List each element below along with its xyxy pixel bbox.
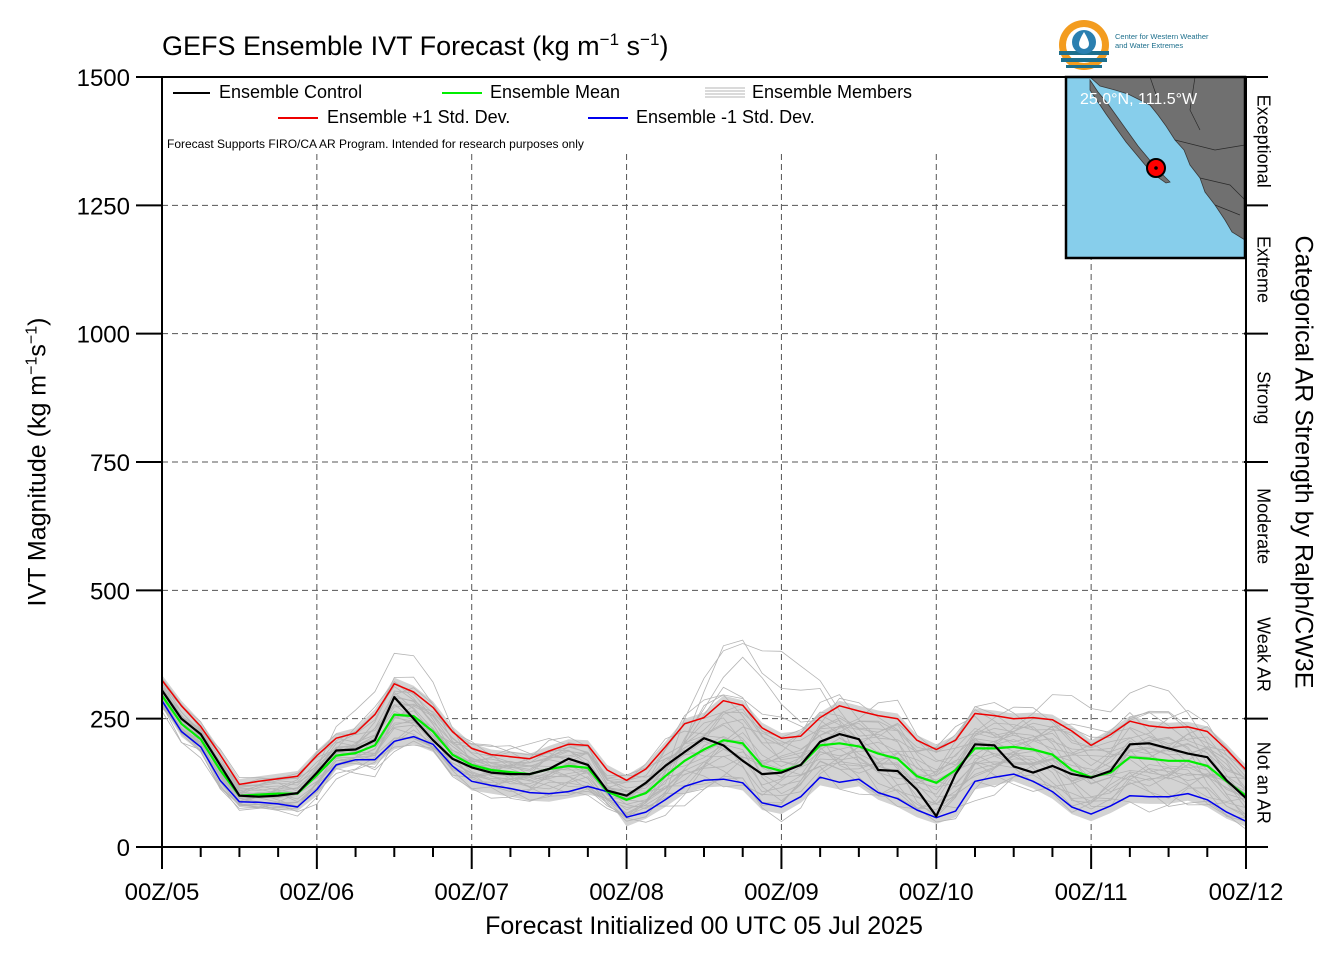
category-label: Weak AR xyxy=(1253,617,1273,692)
category-label: Strong xyxy=(1253,371,1273,424)
plus-sd-line xyxy=(162,679,1246,786)
y-tick-label: 1000 xyxy=(77,322,130,349)
inset-state-borders xyxy=(1149,76,1246,216)
legend-members-label: Ensemble Members xyxy=(752,82,913,102)
y-tick-label: 500 xyxy=(90,578,130,605)
ensemble-member-line xyxy=(162,696,1246,810)
x-tick-label: 00Z/05 xyxy=(125,879,200,906)
inset-land-peninsula xyxy=(1089,78,1171,184)
category-label: Not an AR xyxy=(1253,742,1273,824)
ensemble-member-line xyxy=(162,682,1246,786)
ensemble-member-line xyxy=(162,696,1246,799)
category-labels: Not an AR Weak AR Moderate Strong Extreme Exc… xyxy=(1253,95,1273,824)
legend-swatches xyxy=(173,87,745,119)
location-inset-map xyxy=(1064,75,1247,260)
category-label: Exceptional xyxy=(1253,95,1273,188)
x-tick-label: 00Z/08 xyxy=(589,879,664,906)
x-tick-label: 00Z/11 xyxy=(1055,879,1128,906)
cw3e-logo: Center for Western Weather and Water Extr… xyxy=(1058,18,1248,72)
x-axis-label: Forecast Initialized 00 UTC 05 Jul 2025 xyxy=(485,912,923,940)
y-tick-label: 250 xyxy=(90,707,130,734)
category-label: Extreme xyxy=(1253,236,1273,303)
ensemble-member-line xyxy=(162,691,1246,800)
axes: 0 250 500 750 1000 1250 1500 00Z/05 00Z/06 00Z/07… xyxy=(77,65,1284,906)
right-axis-label: Categorical AR Strength by Ralph/CW3E xyxy=(1289,235,1318,689)
ensemble-member-line xyxy=(162,677,1246,792)
ensemble-member-line xyxy=(162,652,1246,795)
chart-title: GEFS Ensemble IVT Forecast (kg m−1 s−1) xyxy=(162,30,669,61)
x-tick-label: 00Z/07 xyxy=(434,879,509,906)
x-tick-label: 00Z/12 xyxy=(1209,879,1284,906)
grid-lines xyxy=(162,154,1246,847)
y-tick-label: 0 xyxy=(117,835,130,862)
inset-location-label: 25.0°N, 111.5°W xyxy=(1080,91,1198,108)
y-axis-label: IVT Magnitude (kg m−1s−1) xyxy=(23,317,52,607)
ensemble-member-line xyxy=(162,643,1246,794)
y-tick-label: 750 xyxy=(90,450,130,477)
ensemble-control-line xyxy=(162,689,1246,818)
ensemble-member-line xyxy=(162,639,1246,799)
ensemble-mean-line xyxy=(162,694,1246,801)
ensemble-member-line xyxy=(162,687,1246,782)
logo-text-line2: and Water Extremes xyxy=(1115,41,1184,50)
legend-plus-sd-label: Ensemble +1 Std. Dev. xyxy=(327,107,511,127)
ensemble-member-line xyxy=(162,707,1246,830)
ensemble-member-line xyxy=(162,693,1246,801)
inset-land-mainland xyxy=(1088,76,1246,241)
disclaimer-note: Forecast Supports FIRO/CA AR Program. In… xyxy=(167,137,584,151)
y-tick-label: 1250 xyxy=(77,193,130,220)
y-tick-label: 1500 xyxy=(77,65,130,92)
legend-mean-label: Ensemble Mean xyxy=(490,82,621,102)
ensemble-member-line xyxy=(162,681,1246,815)
minus-sd-line xyxy=(162,700,1246,822)
x-tick-label: 00Z/06 xyxy=(279,879,354,906)
cw3e-logo-icon xyxy=(1059,20,1109,70)
category-label: Moderate xyxy=(1253,488,1273,564)
x-tick-label: 00Z/09 xyxy=(744,879,819,906)
ensemble-member-line xyxy=(162,702,1246,819)
legend-minus-sd-label: Ensemble -1 Std. Dev. xyxy=(636,107,815,127)
logo-text-line1: Center for Western Weather xyxy=(1115,32,1209,41)
statistic-lines xyxy=(162,679,1246,822)
x-tick-label: 00Z/10 xyxy=(899,879,974,906)
legend-control-label: Ensemble Control xyxy=(219,82,363,102)
ensemble-member-line xyxy=(162,701,1246,816)
